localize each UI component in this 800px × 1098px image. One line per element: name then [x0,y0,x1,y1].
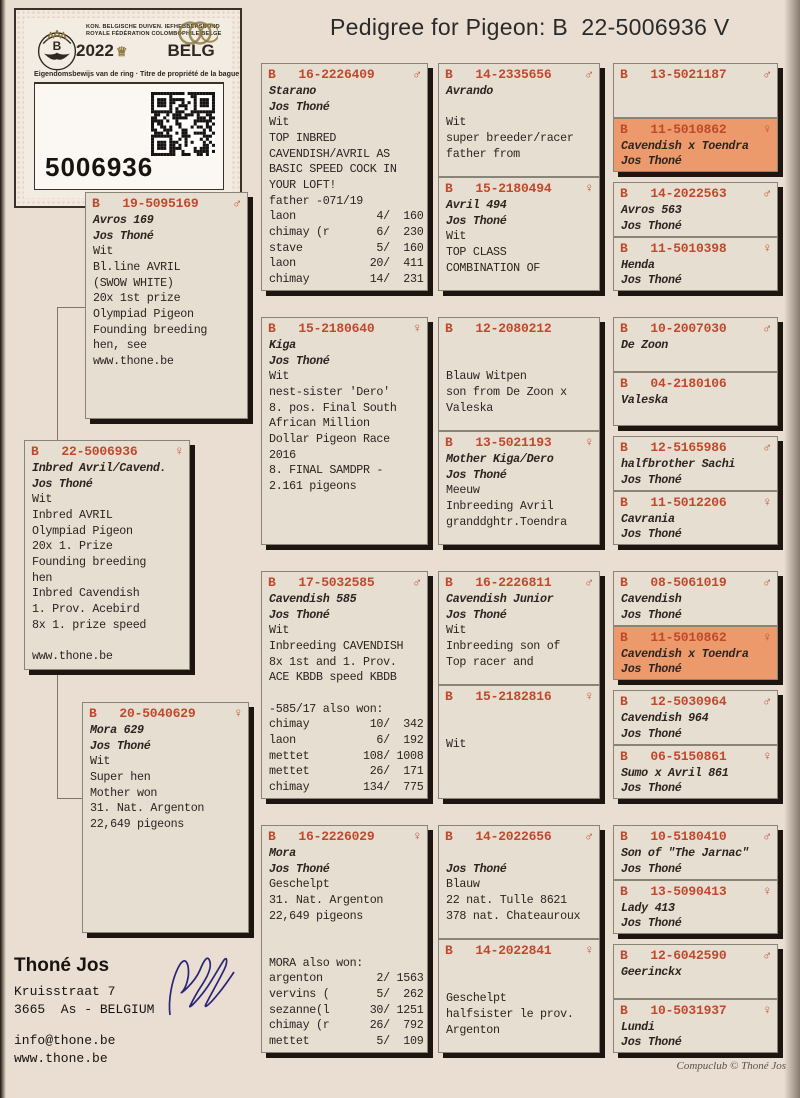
svg-text:B: B [53,39,62,53]
